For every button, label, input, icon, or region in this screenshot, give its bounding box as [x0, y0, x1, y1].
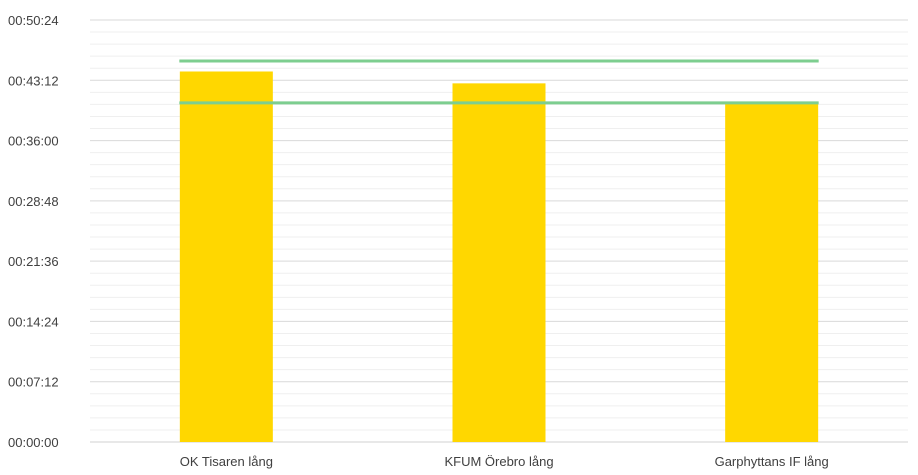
y-tick-label: 00:28:48	[8, 194, 59, 209]
x-axis: OK Tisaren lång KFUM Örebro lång Garphytta…	[180, 454, 829, 469]
y-tick-label: 00:00:00	[8, 435, 59, 450]
y-tick-label: 00:43:12	[8, 73, 59, 88]
y-tick-label: 00:14:24	[8, 314, 59, 329]
bars	[179, 71, 819, 442]
bar	[725, 103, 819, 442]
y-tick-label: 00:50:24	[8, 13, 59, 28]
bar	[179, 71, 273, 442]
x-category-label: KFUM Örebro lång	[444, 454, 553, 469]
reference-lines	[179, 59, 819, 105]
bar	[452, 83, 546, 442]
x-category-label: Garphyttans IF lång	[715, 454, 829, 469]
y-axis: 00:00:00 00:07:12 00:14:24 00:21:36 00:28:48…	[8, 13, 59, 450]
y-tick-label: 00:21:36	[8, 254, 59, 269]
y-tick-label: 00:36:00	[8, 134, 59, 149]
x-category-label: OK Tisaren lång	[180, 454, 273, 469]
y-tick-label: 00:07:12	[8, 375, 59, 390]
